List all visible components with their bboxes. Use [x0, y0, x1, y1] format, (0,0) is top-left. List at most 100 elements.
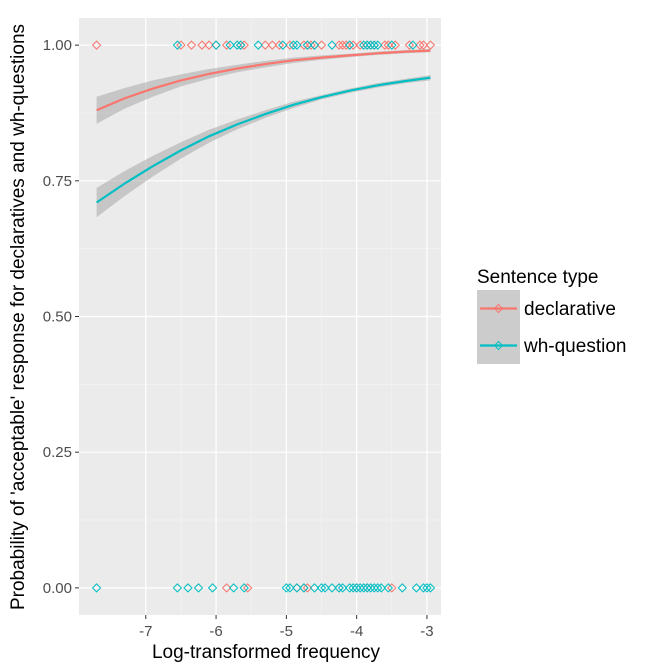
- data-point-declarative: [239, 40, 249, 50]
- legend-key-point: [493, 340, 504, 351]
- legend-title: Sentence type: [477, 267, 598, 288]
- data-point-declarative: [274, 40, 285, 50]
- legend-label-declarative: declarative: [524, 299, 616, 320]
- data-point-wh-question: [358, 40, 369, 50]
- y-tick-label: 1.00: [43, 37, 72, 54]
- data-point-wh-question: [327, 583, 337, 593]
- data-point-declarative: [425, 40, 436, 50]
- data-point-declarative: [387, 583, 397, 593]
- data-point-wh-question: [387, 40, 397, 50]
- data-point-wh-question: [422, 583, 432, 593]
- y-tick-label: 0.00: [43, 580, 72, 597]
- data-point-wh-question: [172, 583, 183, 593]
- data-point-wh-question: [292, 40, 302, 50]
- x-tick-label: -4: [350, 623, 363, 640]
- data-point-wh-question: [376, 583, 386, 593]
- y-tick-label: 0.25: [43, 444, 72, 461]
- data-point-wh-question: [351, 583, 362, 593]
- data-point-declarative: [316, 40, 327, 50]
- data-point-declarative: [334, 40, 344, 50]
- data-point-wh-question: [239, 583, 249, 593]
- data-point-wh-question: [366, 583, 376, 593]
- data-point-wh-question: [369, 583, 379, 593]
- data-point-wh-question: [299, 583, 309, 593]
- data-point-wh-question: [337, 583, 348, 593]
- data-point-declarative: [302, 583, 313, 593]
- data-point-wh-question: [418, 583, 429, 593]
- data-point-wh-question: [344, 583, 355, 593]
- data-point-wh-question: [425, 583, 436, 593]
- grid-major: [79, 18, 441, 615]
- legend: Sentence type declarative wh-question: [477, 267, 626, 364]
- legend-key-declarative: [477, 290, 520, 327]
- y-axis: 0.00 0.25 0.50 0.75 1.00: [43, 37, 79, 597]
- fit-lines: [95, 49, 431, 204]
- data-point-wh-question: [278, 40, 288, 50]
- data-point-wh-question: [225, 40, 235, 50]
- data-point-declarative: [418, 40, 429, 50]
- data-point-declarative: [341, 40, 351, 50]
- data-point-wh-question: [358, 583, 369, 593]
- data-point-wh-question: [348, 583, 358, 593]
- data-point-wh-question: [91, 583, 102, 593]
- x-axis: -7 -6 -5 -4 -3: [139, 615, 434, 640]
- data-point-wh-question: [288, 40, 299, 50]
- data-point-wh-question: [183, 583, 193, 593]
- data-point-wh-question: [232, 40, 242, 50]
- data-point-declarative: [176, 40, 186, 50]
- x-axis-title: Log-transformed frequency: [152, 642, 381, 662]
- data-point-wh-question: [366, 40, 376, 50]
- data-point-declarative: [299, 40, 309, 50]
- legend-key-wh-question: [477, 327, 520, 364]
- data-point-wh-question: [172, 40, 183, 50]
- legend-label-wh-question: wh-question: [523, 336, 626, 357]
- data-point-declarative: [260, 40, 270, 50]
- data-point-declarative: [204, 40, 214, 50]
- data-point-wh-question: [253, 40, 263, 50]
- data-point-wh-question: [193, 583, 204, 593]
- data-point-declarative: [348, 40, 358, 50]
- data-point-declarative: [91, 40, 102, 50]
- data-point-wh-question: [302, 40, 313, 50]
- x-tick-label: -7: [139, 623, 152, 640]
- data-point-declarative: [242, 583, 253, 593]
- data-point-declarative: [355, 40, 365, 50]
- data-point-wh-question: [355, 583, 365, 593]
- data-point-wh-question: [207, 583, 218, 593]
- x-tick-label: -3: [420, 623, 433, 640]
- data-point-wh-question: [235, 40, 246, 50]
- data-point-declarative: [383, 40, 393, 50]
- y-tick-label: 0.75: [43, 173, 72, 190]
- fit-line-declarative: [96, 49, 431, 112]
- data-point-wh-question: [309, 40, 320, 50]
- data-point-wh-question: [211, 40, 221, 50]
- data-point-wh-question: [369, 40, 379, 50]
- data-point-wh-question: [373, 40, 383, 50]
- data-point-wh-question: [362, 583, 372, 593]
- data-point-wh-question: [309, 583, 320, 593]
- data-point-declarative: [306, 40, 316, 50]
- data-point-declarative: [267, 40, 278, 50]
- data-point-declarative: [404, 40, 415, 50]
- data-point-declarative: [221, 583, 232, 593]
- data-point-wh-question: [362, 40, 372, 50]
- data-point-wh-question: [285, 583, 295, 593]
- data-point-declarative: [390, 40, 401, 50]
- data-point-wh-question: [344, 40, 355, 50]
- data-point-declarative: [186, 40, 197, 50]
- x-tick-label: -5: [280, 623, 293, 640]
- y-tick-label: 0.50: [43, 309, 72, 326]
- data-point-wh-question: [281, 583, 292, 593]
- data-point-wh-question: [408, 40, 418, 50]
- data-point-wh-question: [320, 583, 330, 593]
- data-point-wh-question: [292, 583, 302, 593]
- data-point-wh-question: [228, 583, 239, 593]
- data-points: [91, 40, 436, 593]
- fit-line-wh-question: [95, 76, 431, 204]
- data-point-wh-question: [334, 583, 344, 593]
- data-point-declarative: [337, 40, 348, 50]
- x-tick-label: -6: [209, 623, 222, 640]
- data-point-wh-question: [397, 583, 408, 593]
- data-point-wh-question: [383, 583, 393, 593]
